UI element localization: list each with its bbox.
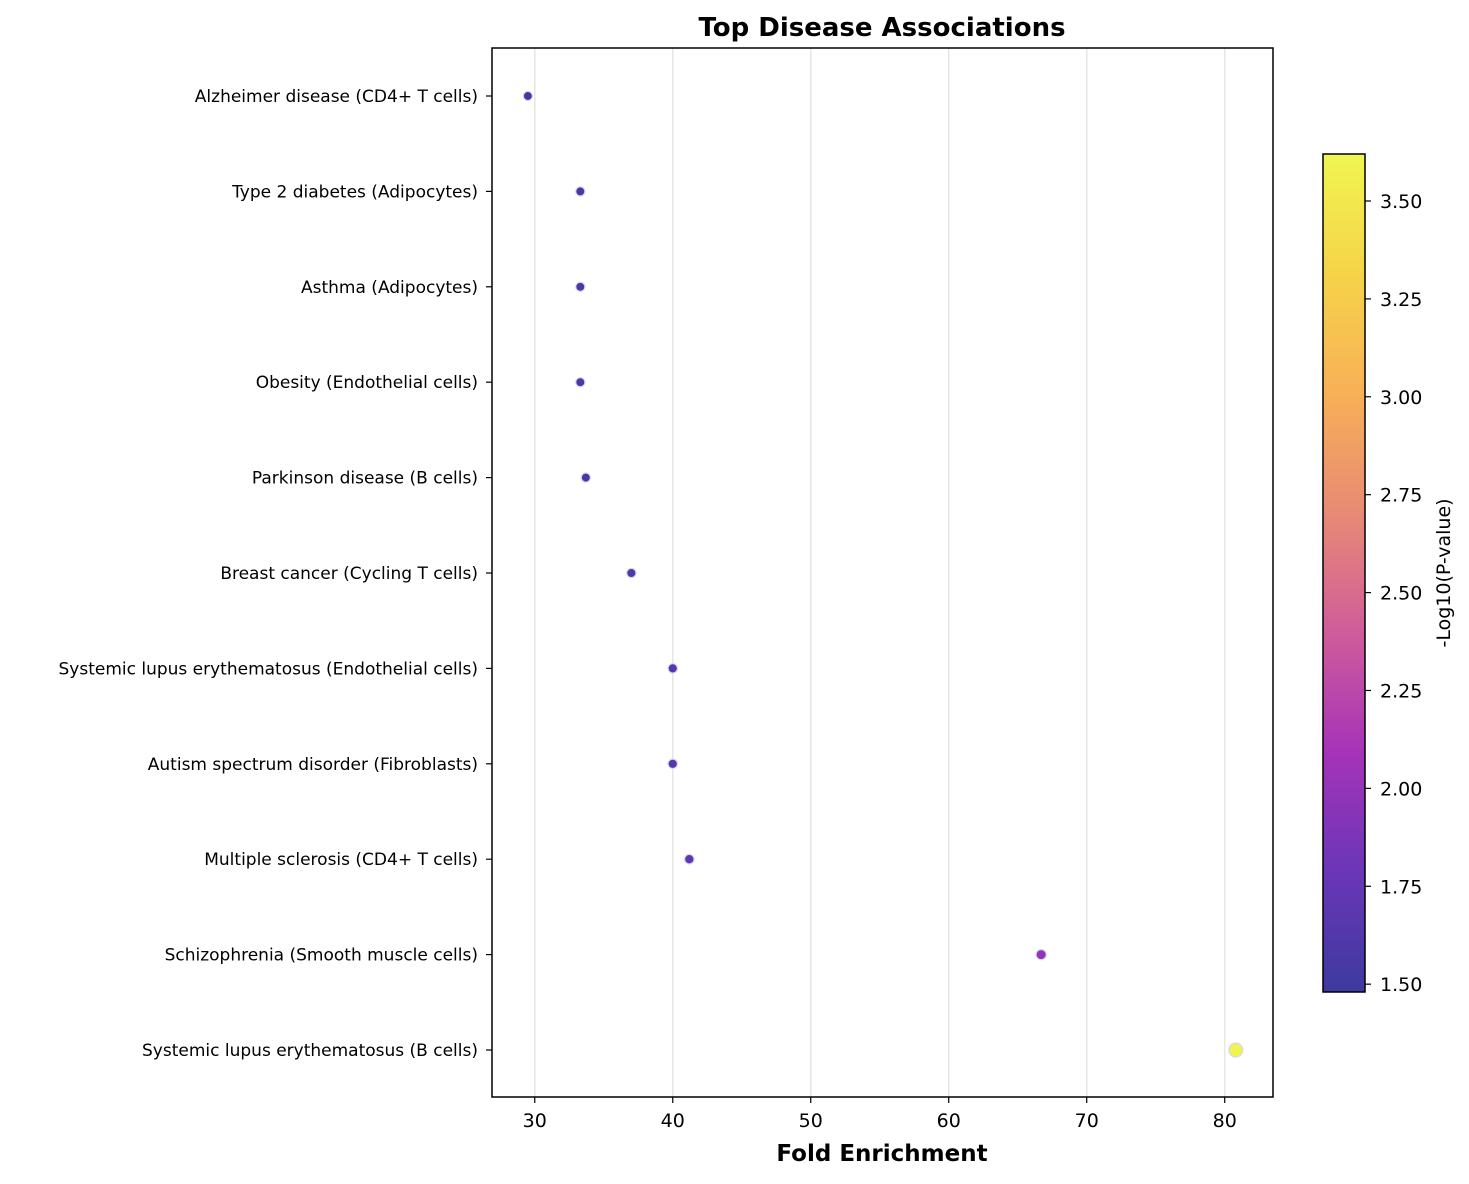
colorbar-tick-label: 2.75 (1380, 485, 1422, 507)
data-point (575, 281, 586, 292)
x-tick-label: 40 (661, 1110, 685, 1132)
x-tick-label: 60 (937, 1110, 961, 1132)
colorbar-ticks: 1.50 1.75 2.00 2.25 2.50 2.75 3.00 3.25 3.50 (1365, 191, 1422, 996)
y-tick-label: Asthma (Adipocytes) (301, 278, 478, 298)
colorbar-tick-label: 1.75 (1380, 876, 1422, 898)
chart-title: Top Disease Associations (698, 13, 1065, 43)
colorbar-tick-label: 2.25 (1380, 680, 1422, 702)
data-point (683, 853, 695, 865)
colorbar-tick-label: 3.25 (1380, 289, 1422, 311)
y-tick-label: Breast cancer (Cycling T cells) (220, 564, 478, 584)
data-point (667, 758, 679, 770)
y-tick-label: Alzheimer disease (CD4+ T cells) (195, 87, 478, 107)
data-point (667, 663, 679, 674)
colorbar-tick-label: 3.50 (1380, 191, 1422, 213)
colorbar-tick-label: 3.00 (1380, 387, 1422, 409)
plot-frame (491, 47, 1274, 1098)
y-tick-label: Schizophrenia (Smooth muscle cells) (165, 946, 478, 966)
y-tick-label: Autism spectrum disorder (Fibroblasts) (148, 755, 478, 775)
y-tick-label: Multiple sclerosis (CD4+ T cells) (204, 850, 478, 870)
x-tick-label: 80 (1213, 1110, 1237, 1132)
y-tick-label: Systemic lupus erythematosus (B cells) (142, 1041, 478, 1061)
x-tick-label: 30 (523, 1110, 547, 1132)
x-tick-label: 50 (799, 1110, 823, 1132)
data-point (1035, 948, 1047, 961)
y-tick-label: Parkinson disease (B cells) (252, 469, 478, 489)
y-tick-label: Obesity (Endothelial cells) (256, 373, 478, 393)
grid-lines (534, 48, 1226, 1097)
data-point (626, 567, 637, 579)
y-tick-labels: Alzheimer disease (CD4+ T cells) Type 2 d… (58, 87, 492, 1061)
data-point (522, 90, 534, 102)
colorbar-tick-label: 2.00 (1380, 778, 1422, 800)
colorbar-tick-label: 2.50 (1380, 583, 1422, 605)
y-tick-label: Systemic lupus erythematosus (Endothelia… (58, 659, 478, 679)
data-point (580, 472, 592, 483)
colorbar-gradient (1322, 153, 1366, 993)
x-axis-label: Fold Enrichment (776, 1141, 987, 1167)
colorbar-tick-label: 1.50 (1380, 974, 1422, 996)
data-point (1228, 1042, 1244, 1058)
data-point (575, 186, 586, 197)
colorbar: 1.50 1.75 2.00 2.25 2.50 2.75 3.00 3.25 3.50 -Lo… (1322, 153, 1455, 996)
colorbar-label: -Log10(P-value) (1433, 498, 1455, 647)
y-tick-label: Type 2 diabetes (Adipocytes) (231, 182, 478, 202)
data-point (575, 377, 586, 388)
data-points (522, 90, 1244, 1058)
x-tick-label: 70 (1075, 1110, 1099, 1132)
x-tick-labels: 30 40 50 60 70 80 (523, 1097, 1237, 1132)
